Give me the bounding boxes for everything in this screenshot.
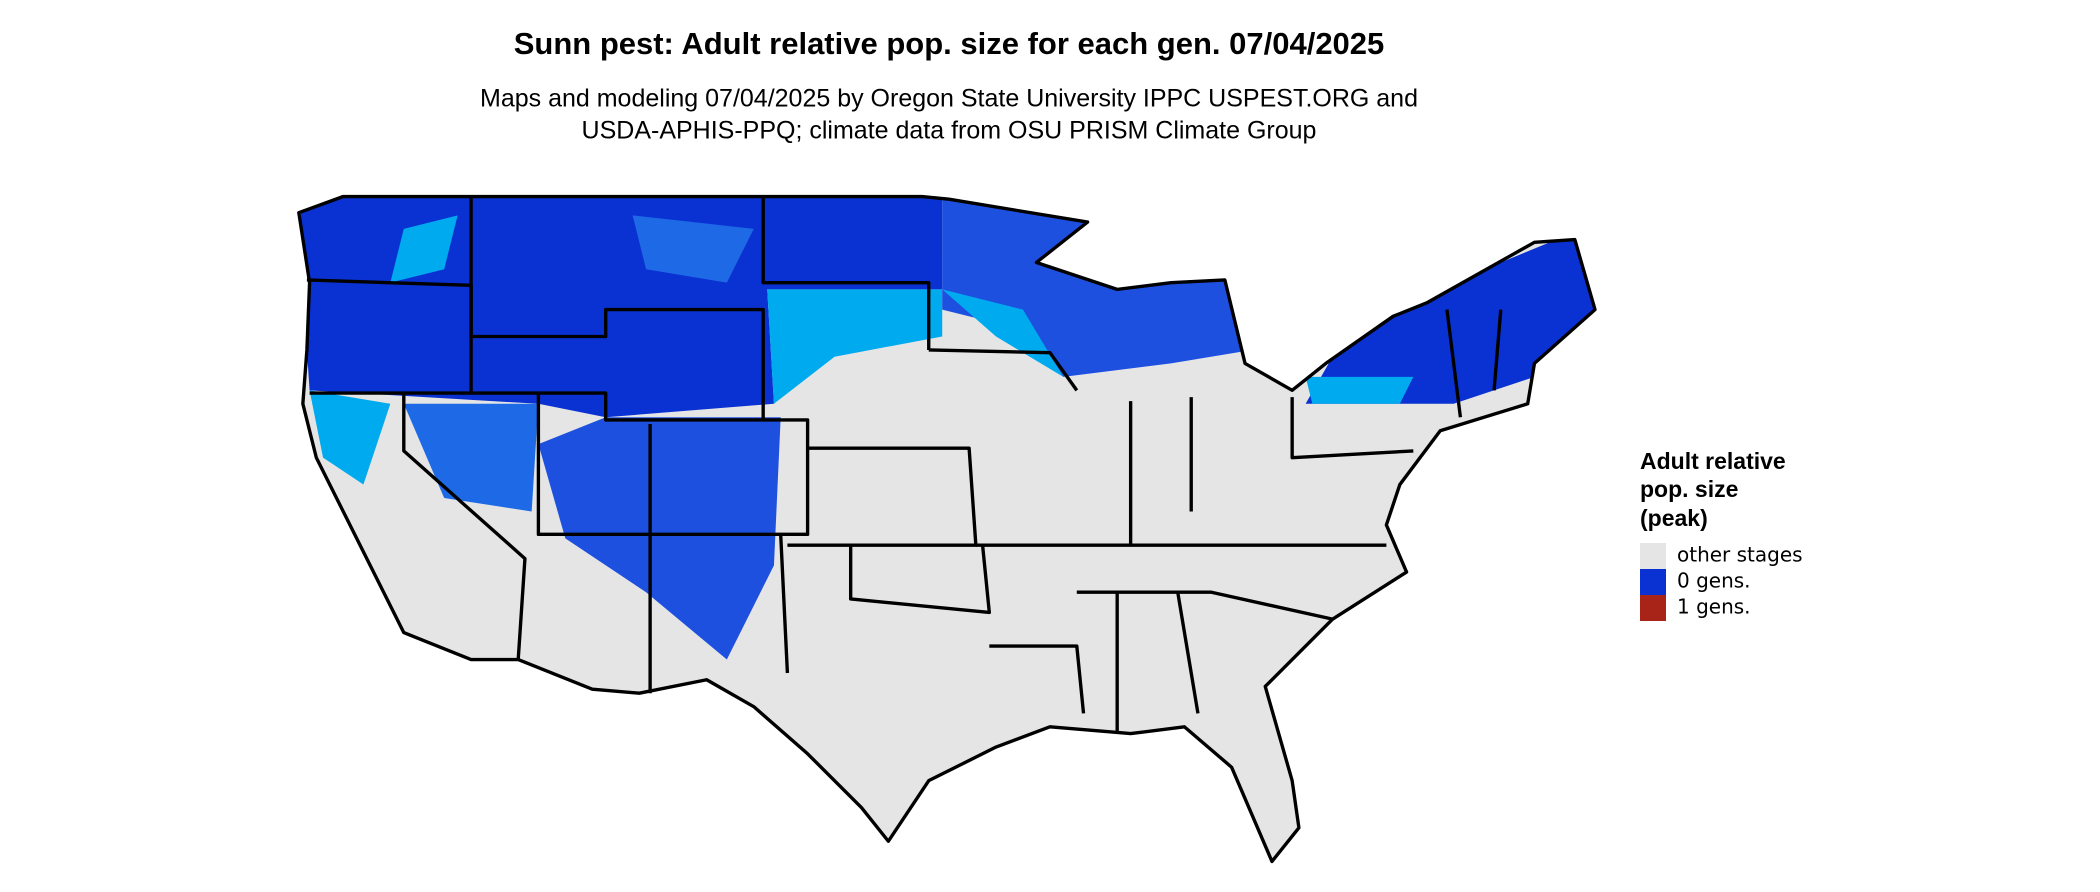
subtitle: Maps and modeling 07/04/2025 by Oregon S… [480, 85, 1418, 113]
legend-title: pop. size [1640, 476, 1738, 502]
map-title: Sunn pest: Adult relative pop. size for … [514, 26, 1385, 61]
legend: Adult relative pop. size (peak) other st… [1640, 448, 1803, 621]
legend-title: Adult relative [1640, 448, 1786, 474]
legend-swatch [1640, 569, 1666, 595]
legend-swatch [1640, 595, 1666, 621]
legend-label: other stages [1677, 543, 1803, 567]
legend-label: 0 gens. [1677, 569, 1751, 593]
state-borders [297, 194, 1597, 864]
legend-swatch [1640, 543, 1666, 569]
legend-title: (peak) [1640, 505, 1708, 531]
subtitle: USDA-APHIS-PPQ; climate data from OSU PR… [582, 117, 1317, 145]
model-area [298, 196, 1596, 660]
us-map [297, 194, 1597, 864]
legend-label: 1 gens. [1677, 595, 1751, 619]
